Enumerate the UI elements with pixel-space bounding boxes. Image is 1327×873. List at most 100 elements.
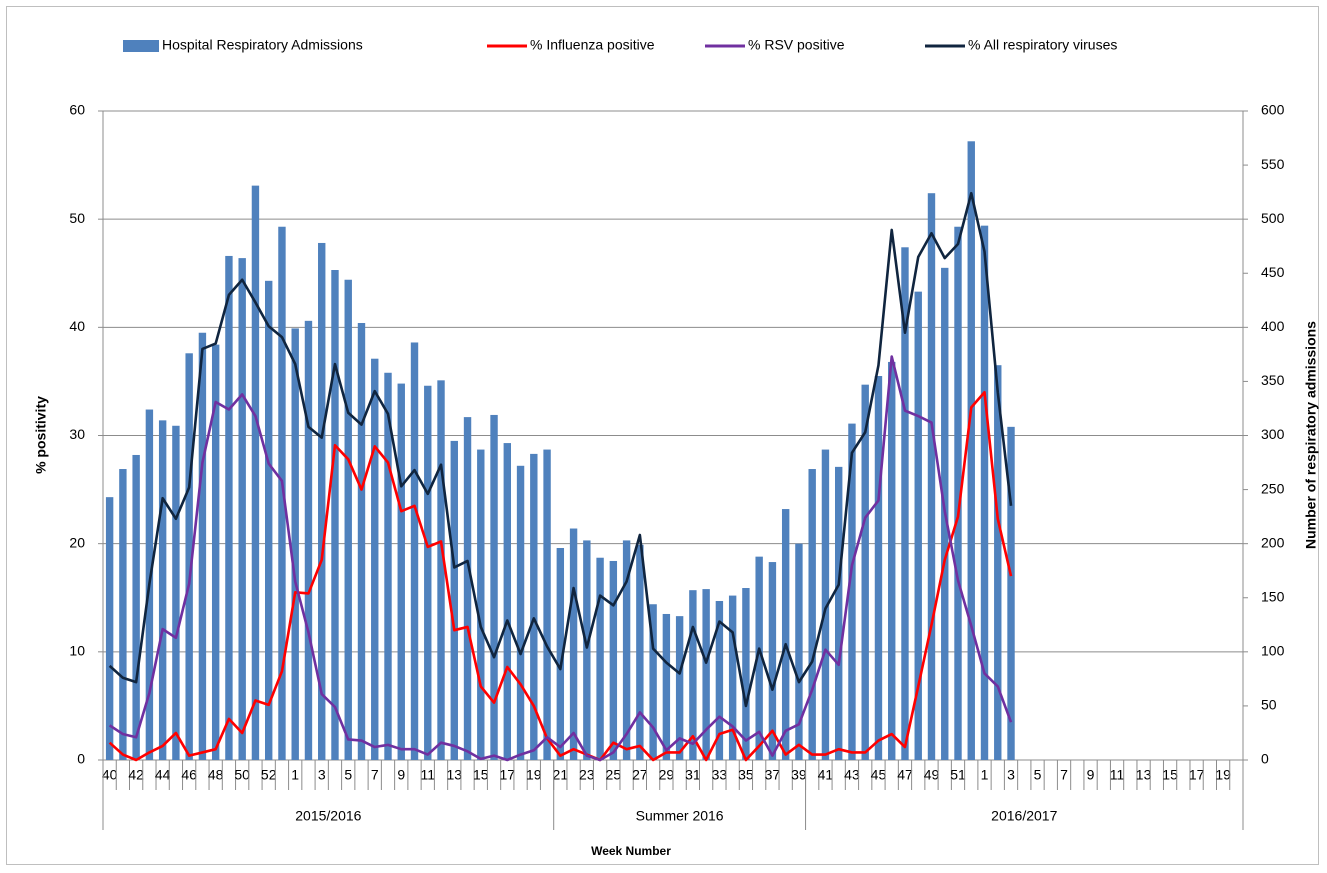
x-tick-label: 9 [397, 767, 405, 783]
y2-tick-label: 150 [1261, 588, 1285, 604]
bar [768, 562, 777, 760]
x-tick-label: 33 [712, 767, 728, 783]
bar [715, 600, 724, 760]
group-label: 2015/2016 [295, 808, 361, 824]
x-tick-label: 40 [102, 767, 118, 783]
bar [636, 544, 644, 760]
x-tick-label: 9 [1087, 767, 1095, 783]
bar [583, 540, 591, 760]
x-tick-label: 44 [155, 767, 171, 783]
bar [848, 423, 856, 760]
bar [172, 425, 180, 760]
y2-tick-label: 300 [1261, 426, 1285, 442]
x-tick-label: 19 [1215, 767, 1231, 783]
bar [622, 540, 631, 760]
bar [967, 141, 975, 760]
bar [821, 449, 830, 760]
x-tick-label: 25 [606, 767, 622, 783]
bar [185, 353, 193, 760]
bar [1007, 426, 1015, 760]
x-tick-label: 42 [128, 767, 144, 783]
x-tick-label: 21 [553, 767, 569, 783]
legend-label: % All respiratory viruses [968, 37, 1117, 53]
bar [662, 613, 671, 760]
bar [198, 332, 207, 760]
bar [158, 420, 167, 760]
bar [264, 280, 273, 760]
bar [410, 342, 419, 760]
bar [901, 247, 909, 761]
y2-tick-label: 50 [1261, 697, 1277, 713]
y2-tick-label: 100 [1261, 643, 1285, 659]
bar [874, 376, 883, 760]
bar [424, 385, 432, 760]
bar [384, 372, 392, 760]
bar [463, 417, 472, 760]
bar [609, 560, 618, 760]
x-tick-label: 11 [1110, 767, 1125, 783]
line-series [108, 191, 1013, 708]
x-tick-label: 1 [291, 767, 299, 783]
x-tick-label: 15 [1162, 767, 1178, 783]
x-tick-label: 7 [1060, 767, 1068, 783]
bar [649, 604, 657, 760]
x-tick-label: 46 [181, 767, 197, 783]
bar [238, 258, 246, 760]
line-series [108, 390, 1013, 762]
bar [503, 443, 512, 760]
bar [728, 595, 737, 760]
x-tick-label: 3 [1007, 767, 1015, 783]
x-tick-label: 31 [685, 767, 701, 783]
legend-label: % RSV positive [748, 37, 845, 53]
bar [225, 255, 233, 760]
x-axis-title: Week Number [591, 844, 671, 858]
x-tick-label: 5 [344, 767, 352, 783]
x-tick-label: 35 [738, 767, 754, 783]
bar [211, 344, 220, 760]
x-tick-label: 13 [446, 767, 462, 783]
y-tick-label: 50 [69, 210, 85, 226]
bar [543, 449, 551, 760]
x-tick-label: 48 [208, 767, 224, 783]
x-tick-label: 13 [1136, 767, 1152, 783]
bar [569, 528, 578, 760]
group-label: Summer 2016 [636, 808, 724, 824]
x-tick-label: 49 [924, 767, 940, 783]
bar [742, 588, 750, 760]
bar [450, 440, 458, 760]
bar [795, 543, 803, 760]
bar [397, 383, 405, 760]
x-tick-label: 15 [473, 767, 489, 783]
bar [119, 469, 127, 760]
bar [344, 279, 352, 760]
x-tick-label: 17 [500, 767, 516, 783]
bar [755, 556, 763, 760]
bar [490, 414, 498, 760]
y2-tick-label: 600 [1261, 102, 1285, 118]
x-tick-label: 37 [765, 767, 781, 783]
bar [318, 242, 326, 761]
x-tick-label: 23 [579, 767, 595, 783]
bar [331, 270, 339, 760]
x-tick-label: 29 [659, 767, 675, 783]
bar [105, 497, 114, 760]
y2-tick-label: 200 [1261, 534, 1285, 550]
bar [132, 454, 140, 760]
x-tick-label: 11 [420, 767, 435, 783]
bar [702, 589, 710, 760]
bar [808, 469, 816, 760]
bar [954, 226, 962, 760]
y-tick-label: 60 [69, 102, 85, 118]
x-tick-label: 3 [318, 767, 326, 783]
y-tick-label: 40 [69, 318, 85, 334]
x-tick-label: 51 [950, 767, 966, 783]
bar [477, 449, 485, 760]
x-tick-label: 17 [1189, 767, 1205, 783]
group-label: 2016/2017 [991, 808, 1057, 824]
x-tick-label: 5 [1034, 767, 1042, 783]
y-tick-label: 30 [69, 426, 85, 442]
legend-label: % Influenza positive [530, 37, 655, 53]
x-tick-label: 52 [261, 767, 277, 783]
bar [888, 361, 896, 760]
